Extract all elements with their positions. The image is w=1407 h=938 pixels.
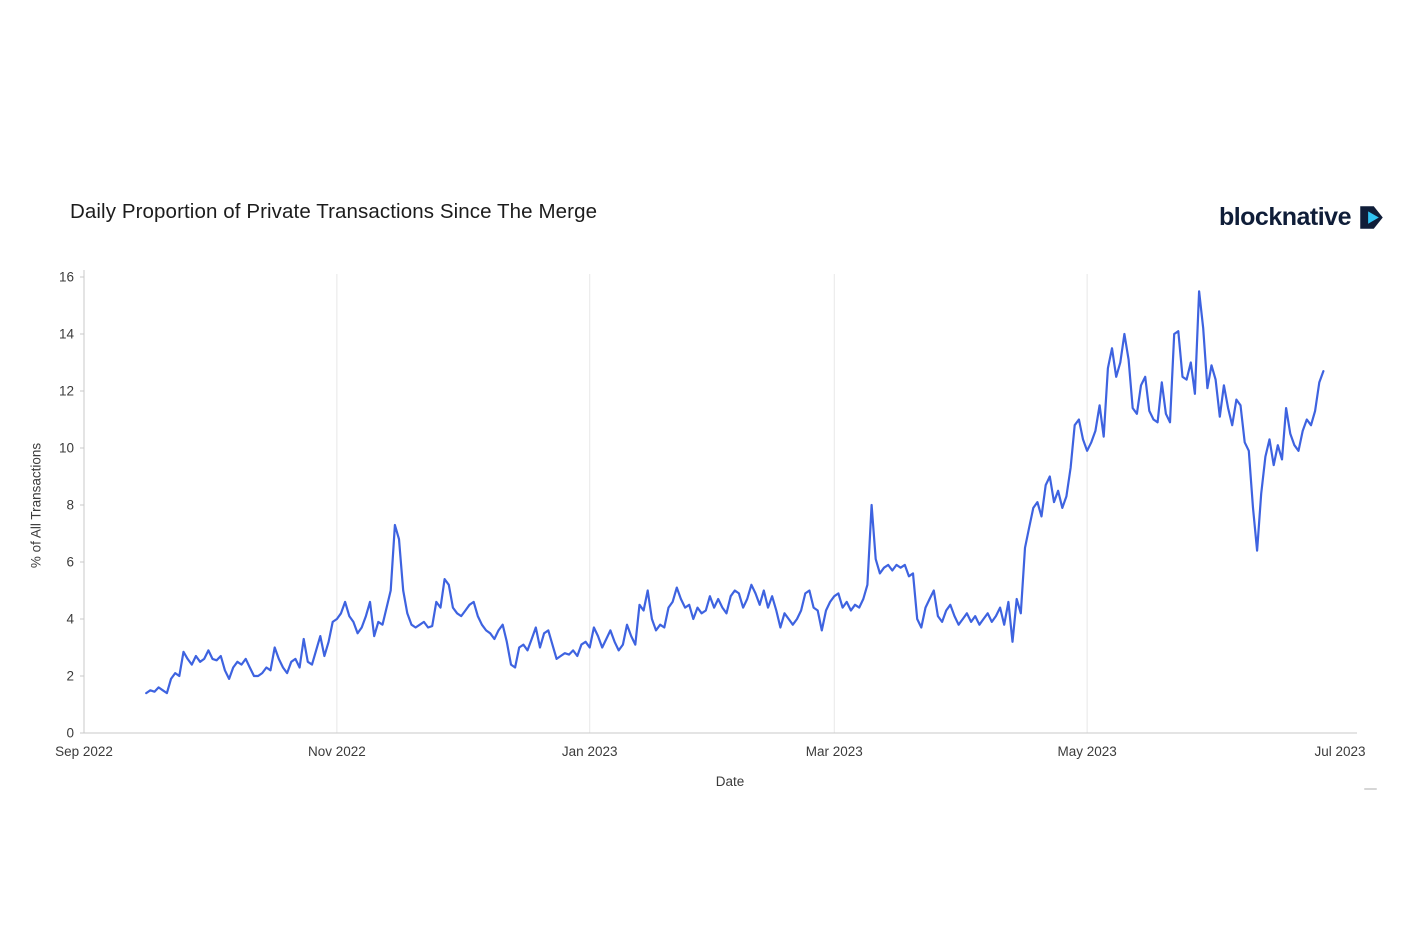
blocknative-logo: blocknative bbox=[1219, 203, 1385, 232]
x-tick-label: Jan 2023 bbox=[562, 744, 618, 759]
x-tick-label: Mar 2023 bbox=[806, 744, 863, 759]
y-tick-label: 6 bbox=[66, 555, 74, 570]
y-tick-label: 2 bbox=[66, 669, 74, 684]
y-tick-label: 10 bbox=[59, 441, 74, 456]
x-tick-label: Jul 2023 bbox=[1314, 744, 1365, 759]
y-tick-label: 8 bbox=[66, 498, 74, 513]
y-axis-label: % of All Transactions bbox=[28, 442, 44, 569]
blocknative-logo-icon bbox=[1360, 206, 1383, 229]
y-tick-label: 16 bbox=[59, 270, 74, 285]
resize-handle bbox=[1364, 788, 1377, 790]
y-tick-label: 0 bbox=[66, 726, 74, 741]
blocknative-logo-text: blocknative bbox=[1218, 203, 1352, 231]
x-tick-label: Nov 2022 bbox=[308, 744, 366, 759]
x-axis-label: Date bbox=[715, 774, 745, 789]
series-line[interactable] bbox=[145, 290, 1325, 695]
y-tick-label: 12 bbox=[59, 384, 74, 399]
x-tick-label: May 2023 bbox=[1057, 744, 1116, 759]
x-tick-label: Sep 2022 bbox=[55, 744, 113, 759]
y-tick-label: 14 bbox=[59, 327, 75, 342]
y-tick-label: 4 bbox=[66, 612, 74, 627]
chart-title: Daily Proportion of Private Transactions… bbox=[70, 200, 598, 223]
